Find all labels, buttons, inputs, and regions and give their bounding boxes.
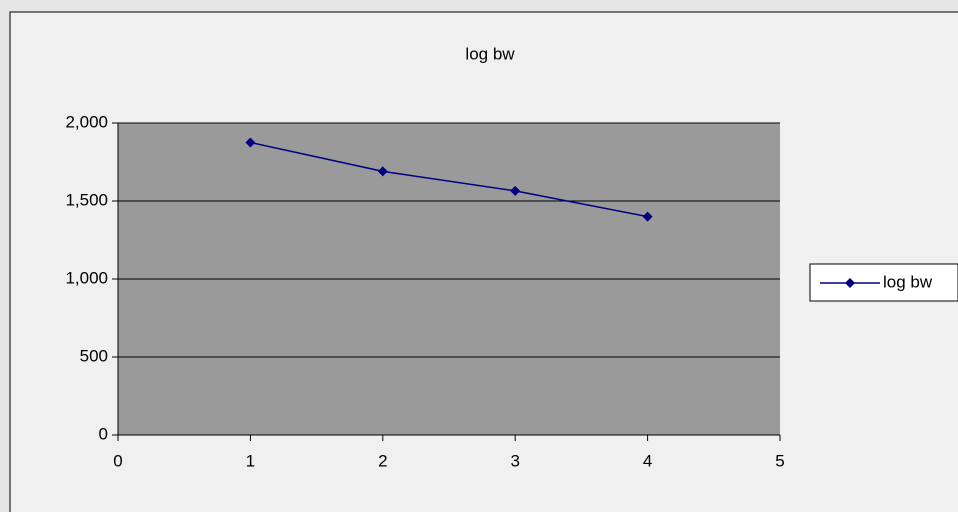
x-tick-label: 5 bbox=[775, 451, 784, 470]
x-tick-label: 3 bbox=[510, 451, 519, 470]
chart-title: log bw bbox=[465, 44, 515, 63]
x-tick-label: 4 bbox=[643, 451, 652, 470]
y-tick-label: 1,000 bbox=[65, 268, 108, 287]
x-tick-label: 0 bbox=[113, 451, 122, 470]
x-tick-label: 1 bbox=[246, 451, 255, 470]
y-tick-label: 500 bbox=[80, 346, 108, 365]
y-tick-label: 0 bbox=[99, 424, 108, 443]
legend-label: log bw bbox=[883, 272, 933, 291]
chart: log bw 0 500 1,000 1,500 2,000 0 1 2 3 4 5 log bw bbox=[0, 0, 958, 512]
y-tick-label: 1,500 bbox=[65, 190, 108, 209]
x-tick-label: 2 bbox=[378, 451, 387, 470]
y-tick-label: 2,000 bbox=[65, 112, 108, 131]
